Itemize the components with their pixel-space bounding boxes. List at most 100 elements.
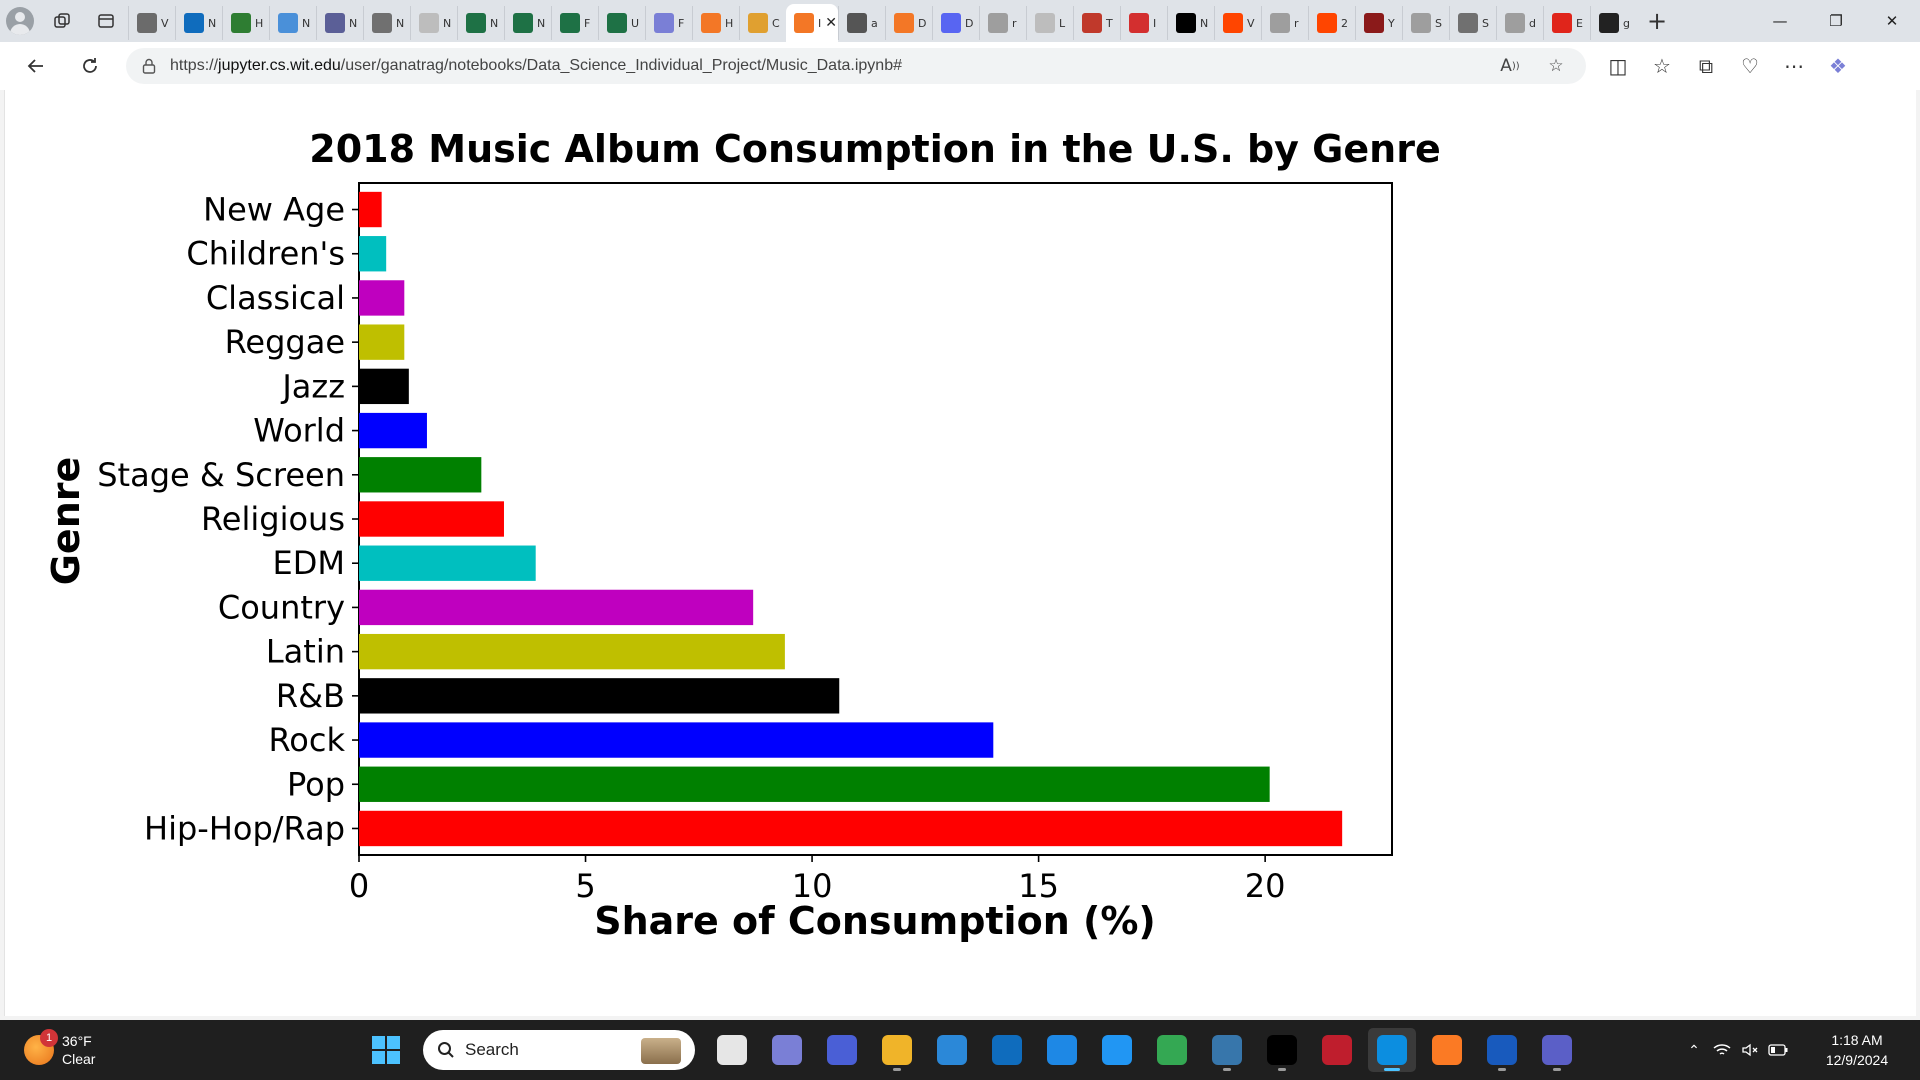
show-hidden-icons-chevron-icon[interactable]: ⌃	[1688, 1041, 1700, 1058]
outlook-taskbar-button[interactable]	[983, 1028, 1031, 1072]
bar	[359, 368, 409, 405]
tab-label: V	[1247, 16, 1255, 30]
tab[interactable]: I	[1120, 6, 1167, 40]
tab[interactable]: N	[457, 6, 504, 40]
bar	[359, 191, 382, 228]
filezilla-taskbar-button[interactable]	[1313, 1028, 1361, 1072]
wifi-icon[interactable]	[1708, 1030, 1736, 1070]
windows-logo-icon	[372, 1036, 400, 1064]
chrome-taskbar-button[interactable]	[1148, 1028, 1196, 1072]
close-window-button[interactable]: ✕	[1885, 12, 1899, 30]
microsoft-store-taskbar-button[interactable]	[928, 1028, 976, 1072]
task-view-taskbar-button[interactable]	[708, 1028, 756, 1072]
tab[interactable]: H	[222, 6, 269, 40]
tab[interactable]: 2	[1308, 6, 1355, 40]
edge-taskbar-button[interactable]	[1368, 1028, 1416, 1072]
tab[interactable]: r	[979, 6, 1026, 40]
back-button[interactable]	[14, 46, 58, 86]
clock[interactable]: 1:18 AM 12/9/2024	[1802, 1030, 1912, 1070]
image-icon	[325, 13, 345, 33]
file-explorer-taskbar-button[interactable]	[873, 1028, 921, 1072]
weather-moon-icon: 1	[24, 1029, 58, 1065]
tab[interactable]: F	[551, 6, 598, 40]
tab[interactable]: N	[1167, 6, 1214, 40]
tab[interactable]: N	[269, 6, 316, 40]
tab[interactable]: N	[316, 6, 363, 40]
tab[interactable]: N	[504, 6, 551, 40]
teams-icon	[1542, 1035, 1572, 1065]
favorite-star-icon[interactable]: ☆	[1548, 56, 1564, 76]
tab-actions-icon[interactable]	[84, 0, 128, 42]
taskbar-search-box[interactable]: Search	[423, 1030, 695, 1070]
battery-icon[interactable]	[1764, 1030, 1792, 1070]
tab[interactable]: H	[692, 6, 739, 40]
copilot-taskbar-button[interactable]	[763, 1028, 811, 1072]
tab[interactable]: S	[1449, 6, 1496, 40]
pdf-icon	[1129, 13, 1149, 33]
xampp-taskbar-button[interactable]	[1423, 1028, 1471, 1072]
tab[interactable]: L	[1026, 6, 1073, 40]
minimize-button[interactable]: —	[1772, 12, 1788, 30]
tab[interactable]: S	[1402, 6, 1449, 40]
word-taskbar-button[interactable]	[1478, 1028, 1526, 1072]
copilot-icon[interactable]: ❖	[1829, 54, 1847, 78]
tab[interactable]: E	[1543, 6, 1590, 40]
volume-muted-icon[interactable]	[1736, 1030, 1764, 1070]
tab-active[interactable]: I ✕	[786, 4, 838, 42]
tab[interactable]: U	[598, 6, 645, 40]
read-aloud-icon[interactable]: A))	[1500, 56, 1520, 76]
chart-title: 2018 Music Album Consumption in the U.S.…	[309, 127, 1440, 171]
x-tick-label: 0	[349, 867, 369, 905]
bar	[359, 280, 405, 316]
split-screen-icon[interactable]: ◫	[1608, 54, 1628, 78]
restore-button[interactable]: ❐	[1829, 12, 1843, 30]
get-help-taskbar-button[interactable]	[1093, 1028, 1141, 1072]
xampp-icon	[1432, 1035, 1462, 1065]
start-button[interactable]	[362, 1028, 410, 1072]
browser-toolbar: https://jupyter.cs.wit.edu/user/ganatrag…	[0, 42, 1920, 90]
url-text[interactable]: https://jupyter.cs.wit.edu/user/ganatrag…	[170, 57, 902, 75]
chrome-icon	[1157, 1035, 1187, 1065]
clock-time: 1:18 AM	[1831, 1032, 1883, 1048]
tab[interactable]: g	[1590, 6, 1637, 40]
tab[interactable]: T	[1073, 6, 1120, 40]
tab[interactable]: V	[1214, 6, 1261, 40]
python-taskbar-button[interactable]	[1203, 1028, 1251, 1072]
weather-widget[interactable]: 1 36°F Clear	[24, 1028, 95, 1072]
back-arrow-icon	[27, 59, 43, 73]
tab[interactable]: N	[363, 6, 410, 40]
browser-essentials-icon[interactable]: ♡	[1741, 54, 1759, 78]
tab[interactable]: r	[1261, 6, 1308, 40]
collections-icon[interactable]: ⧉	[1698, 54, 1714, 78]
workspaces-icon[interactable]	[40, 0, 84, 42]
x-tick-label: 20	[1245, 867, 1286, 905]
tab[interactable]: a	[838, 6, 885, 40]
lock-icon[interactable]	[140, 57, 158, 75]
terminal-taskbar-button[interactable]	[1258, 1028, 1306, 1072]
media-player-taskbar-button[interactable]	[818, 1028, 866, 1072]
bar	[359, 722, 994, 758]
tab[interactable]: F	[645, 6, 692, 40]
more-icon[interactable]: ⋯	[1784, 54, 1804, 78]
tab[interactable]: D	[932, 6, 979, 40]
favorites-icon[interactable]: ☆	[1653, 54, 1671, 78]
address-bar[interactable]: https://jupyter.cs.wit.edu/user/ganatrag…	[126, 48, 1586, 84]
profile-button[interactable]	[0, 0, 40, 42]
tab[interactable]: N	[175, 6, 222, 40]
new-tab-button[interactable]: +	[1646, 7, 1668, 35]
edge-icon	[1377, 1035, 1407, 1065]
tab[interactable]: D	[885, 6, 932, 40]
tab[interactable]: V	[128, 6, 175, 40]
tab-label: 2	[1341, 16, 1348, 30]
url-path: /user/ganatrag/notebooks/Data_Science_In…	[340, 57, 902, 74]
bar	[359, 545, 536, 581]
teams-taskbar-button[interactable]	[1533, 1028, 1581, 1072]
mylp-taskbar-button[interactable]	[1038, 1028, 1086, 1072]
refresh-button[interactable]	[68, 46, 112, 86]
tab[interactable]: Y	[1355, 6, 1402, 40]
y-tick-label: Jazz	[280, 367, 345, 405]
close-tab-icon[interactable]: ✕	[825, 15, 837, 31]
tab[interactable]: d	[1496, 6, 1543, 40]
tab[interactable]: N	[410, 6, 457, 40]
tab[interactable]: C	[739, 6, 786, 40]
